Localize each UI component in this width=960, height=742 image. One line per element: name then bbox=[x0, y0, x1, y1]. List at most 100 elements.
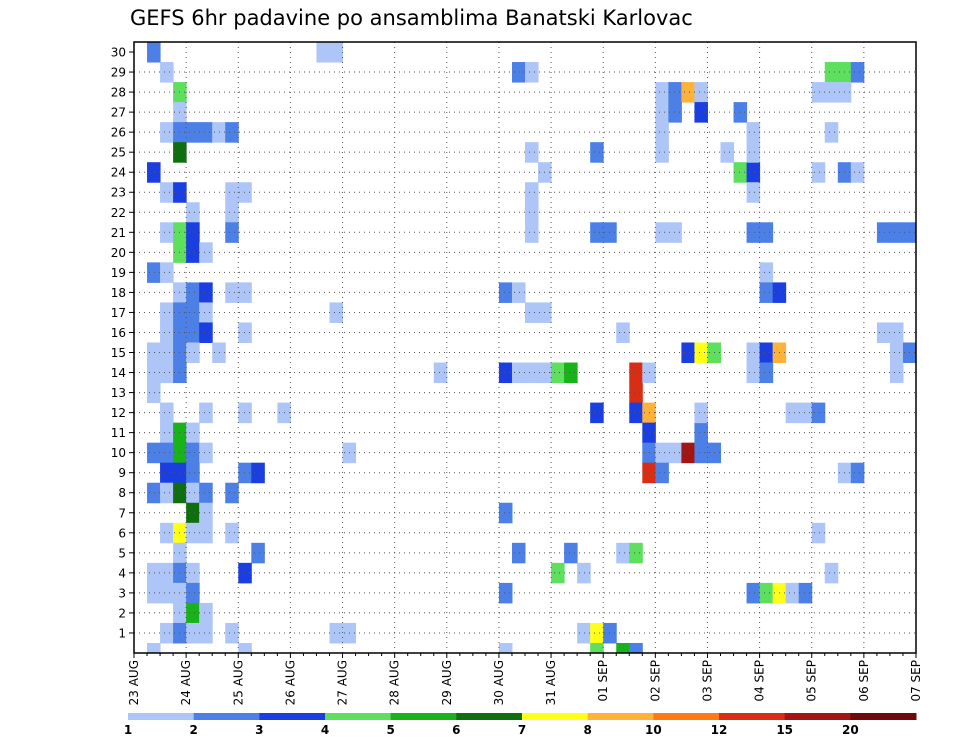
x-tick-label: 07 SEP bbox=[909, 660, 923, 702]
heatmap-cell bbox=[186, 582, 200, 604]
y-tick-label: 10 bbox=[111, 446, 126, 460]
heatmap-cell bbox=[694, 82, 708, 103]
x-tick-label: 04 SEP bbox=[753, 660, 767, 702]
heatmap-cell bbox=[746, 182, 761, 203]
heatmap-cell bbox=[759, 342, 774, 364]
heatmap-cell bbox=[889, 362, 904, 384]
heatmap-cell bbox=[511, 542, 526, 564]
heatmap-cell bbox=[147, 382, 161, 404]
heatmap-cell bbox=[668, 82, 682, 103]
x-tick-label: 05 SEP bbox=[805, 660, 819, 702]
heatmap-cell bbox=[186, 342, 200, 364]
heatmap-cell bbox=[186, 202, 200, 223]
heatmap-cell bbox=[160, 622, 174, 644]
heatmap-cell bbox=[199, 122, 213, 143]
heatmap-cell bbox=[746, 122, 761, 143]
heatmap-cell bbox=[147, 562, 161, 584]
heatmap-cell bbox=[655, 122, 669, 143]
heatmap-cell bbox=[759, 582, 774, 604]
heatmap-cell bbox=[525, 202, 539, 223]
y-tick-label: 4 bbox=[118, 566, 126, 580]
heatmap-cell bbox=[850, 62, 865, 83]
heatmap-cell bbox=[889, 342, 904, 364]
heatmap-cell bbox=[811, 162, 826, 183]
y-tick-label: 24 bbox=[111, 166, 126, 180]
heatmap-cell bbox=[694, 402, 708, 424]
heatmap-cell bbox=[147, 42, 161, 63]
x-tick-label: 29 AUG bbox=[440, 660, 454, 705]
legend-swatch bbox=[259, 713, 326, 720]
legend-swatch bbox=[128, 713, 195, 720]
heatmap-cell bbox=[746, 162, 761, 183]
heatmap-cell bbox=[746, 582, 761, 604]
heatmap-cell bbox=[160, 262, 174, 283]
heatmap-cell bbox=[160, 562, 174, 584]
heatmap-cell bbox=[564, 542, 578, 564]
heatmap-cell bbox=[186, 302, 200, 323]
heatmap-cell bbox=[681, 82, 695, 103]
heatmap-cell bbox=[564, 362, 578, 384]
x-tick-label: 24 AUG bbox=[179, 660, 193, 705]
heatmap-cell bbox=[824, 82, 839, 103]
y-tick-label: 12 bbox=[111, 406, 126, 420]
heatmap-cell bbox=[525, 222, 539, 243]
y-tick-label: 5 bbox=[118, 546, 126, 560]
heatmap-cell bbox=[525, 302, 539, 323]
legend-label: 15 bbox=[776, 723, 793, 737]
x-tick-label: 06 SEP bbox=[857, 660, 871, 702]
heatmap-cell bbox=[525, 62, 539, 83]
heatmap-cell bbox=[551, 362, 565, 384]
legend-swatch bbox=[325, 713, 392, 720]
heatmap-cell bbox=[160, 62, 174, 83]
heatmap-cell bbox=[329, 42, 344, 63]
heatmap-cell bbox=[616, 642, 630, 654]
legend-swatch bbox=[587, 713, 654, 720]
heatmap-cell bbox=[316, 42, 330, 63]
heatmap-cell bbox=[498, 502, 513, 524]
heatmap-cell bbox=[238, 642, 252, 654]
heatmap-cell bbox=[225, 522, 239, 544]
heatmap-cell bbox=[759, 262, 774, 283]
y-tick-label: 18 bbox=[111, 286, 126, 300]
heatmap-cell bbox=[160, 222, 174, 243]
heatmap-cell bbox=[876, 222, 891, 243]
legend-label: 8 bbox=[583, 723, 591, 737]
heatmap-cell bbox=[147, 582, 161, 604]
heatmap-cell bbox=[160, 442, 174, 464]
y-tick-label: 9 bbox=[118, 466, 126, 480]
heatmap-cell bbox=[160, 422, 174, 444]
y-tick-label: 21 bbox=[111, 226, 126, 240]
y-tick-label: 15 bbox=[111, 346, 126, 360]
legend-label: 2 bbox=[189, 723, 197, 737]
heatmap-cell bbox=[186, 482, 200, 504]
y-tick-label: 6 bbox=[118, 526, 126, 540]
heatmap-cell bbox=[160, 402, 174, 424]
heatmap-cell bbox=[798, 402, 813, 424]
x-tick-label: 03 SEP bbox=[700, 660, 714, 702]
color-legend: 1 2 3 4 5 6 7 8 10 12 15 20 bbox=[124, 713, 917, 737]
heatmap-cell bbox=[147, 482, 161, 504]
heatmap-cell bbox=[186, 462, 200, 484]
heatmap-cell bbox=[186, 322, 200, 343]
heatmap-cell bbox=[212, 342, 226, 364]
heatmap-cell bbox=[655, 462, 669, 484]
heatmap-cell bbox=[186, 222, 200, 243]
heatmap-cell bbox=[511, 282, 526, 303]
heatmap-cell bbox=[186, 562, 200, 584]
heatmap-cell bbox=[225, 482, 239, 504]
heatmap-cell bbox=[186, 242, 200, 263]
heatmap-cell bbox=[681, 442, 695, 464]
heatmap-cell bbox=[199, 302, 213, 323]
heatmap-cell bbox=[694, 422, 708, 444]
legend-label: 1 bbox=[124, 723, 132, 737]
heatmap-cell bbox=[746, 362, 761, 384]
y-tick-label: 16 bbox=[111, 326, 126, 340]
heatmap-cell bbox=[225, 182, 239, 203]
heatmap-cell bbox=[629, 642, 643, 654]
legend-label: 20 bbox=[842, 723, 859, 737]
heatmap-cell bbox=[147, 362, 161, 384]
legend-swatch bbox=[850, 713, 917, 720]
heatmap-cell bbox=[186, 422, 200, 444]
heatmap-cell bbox=[720, 142, 735, 163]
